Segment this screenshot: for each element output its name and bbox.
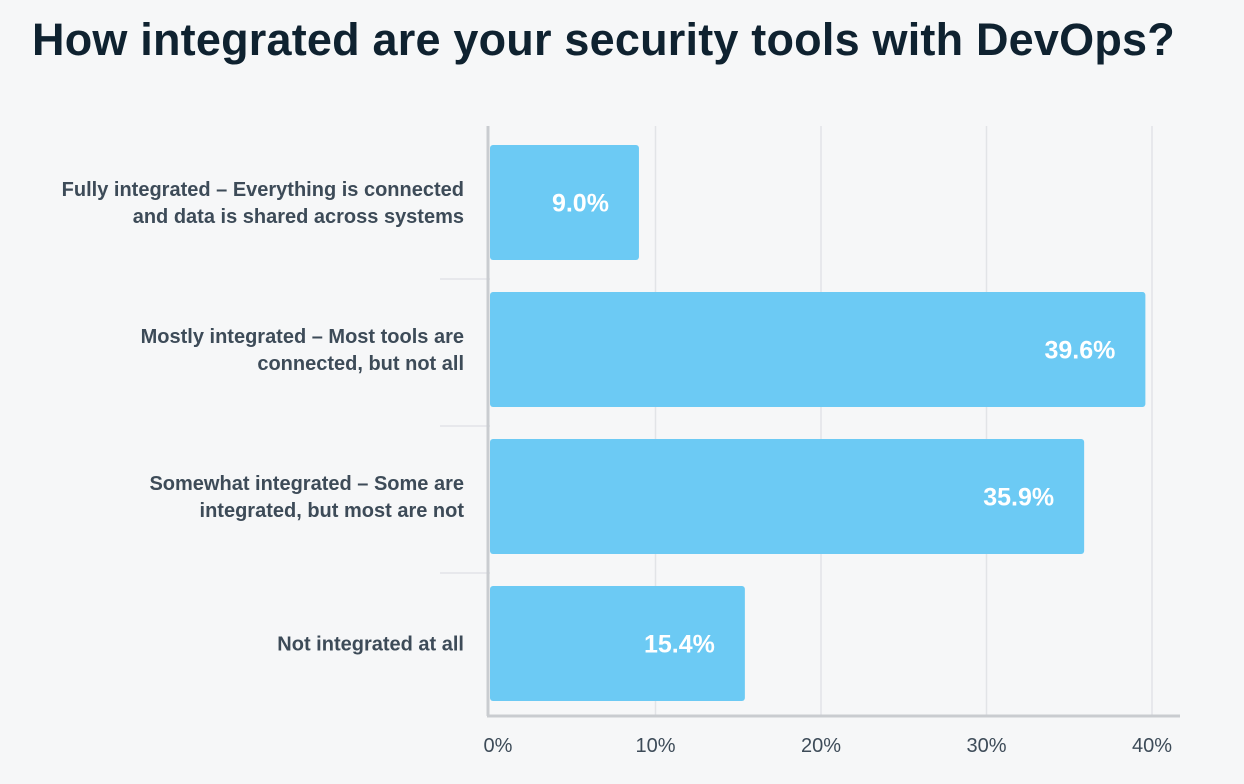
axes <box>486 126 1180 718</box>
chart-title: How integrated are your security tools w… <box>32 14 1175 65</box>
category-label: integrated, but most are not <box>200 500 465 522</box>
category-label: connected, but not all <box>257 353 464 375</box>
category-labels: Fully integrated – Everything is connect… <box>62 179 465 656</box>
category-label: Somewhat integrated – Some are <box>149 473 464 495</box>
bar <box>490 439 1085 554</box>
bar <box>490 292 1146 407</box>
bar <box>490 586 745 701</box>
data-label: 9.0% <box>552 190 609 218</box>
row-separators <box>440 278 490 574</box>
data-label: 15.4% <box>644 631 715 659</box>
category-label: Mostly integrated – Most tools are <box>141 326 464 348</box>
category-label: Fully integrated – Everything is connect… <box>62 179 464 201</box>
bar <box>490 145 639 260</box>
x-tick-label: 40% <box>1132 735 1172 757</box>
data-label: 39.6% <box>1044 337 1115 365</box>
category-label: Not integrated at all <box>277 634 464 656</box>
bars: 9.0% 39.6% 35.9% 15.4% <box>490 145 1146 701</box>
x-tick-label: 30% <box>966 735 1006 757</box>
x-tick-label: 20% <box>801 735 841 757</box>
x-tick-label: 0% <box>484 735 513 757</box>
x-tick-label: 10% <box>635 735 675 757</box>
x-tick-labels: 0% 10% 20% 30% 40% <box>484 735 1173 757</box>
data-label: 35.9% <box>983 484 1054 512</box>
category-label: and data is shared across systems <box>133 206 464 228</box>
